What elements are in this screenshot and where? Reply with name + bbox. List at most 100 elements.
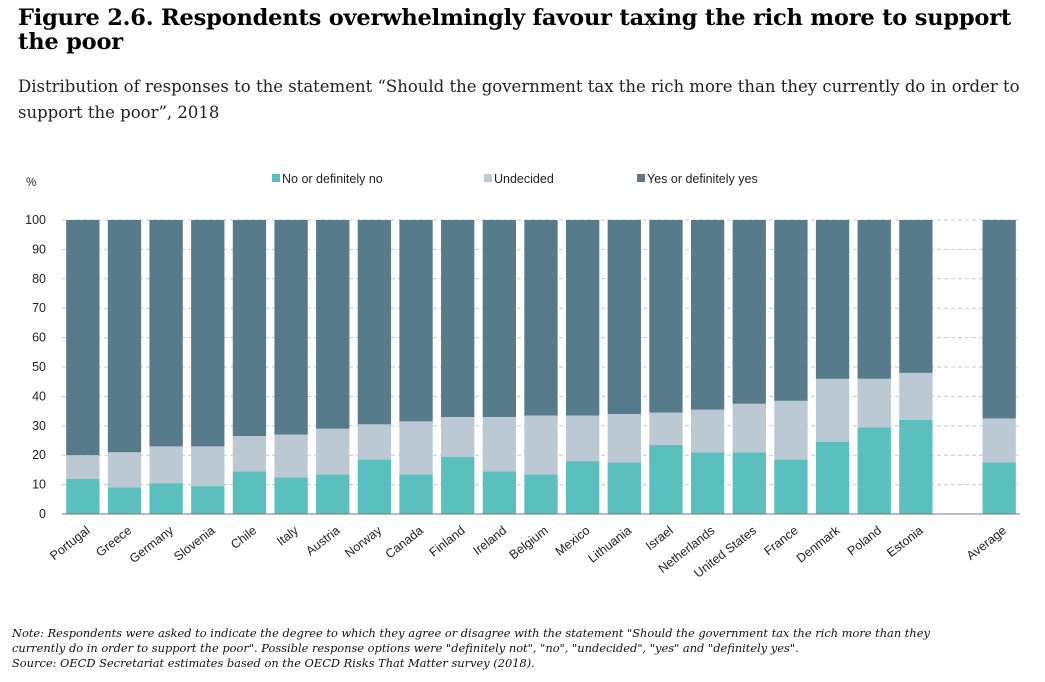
bar-germany-yes	[149, 220, 183, 447]
bar-france-yes	[774, 220, 808, 401]
bar-ireland-undecided	[482, 416, 517, 472]
bar-austria-undecided	[316, 428, 350, 475]
legend-label-yes: Yes or definitely yes	[647, 172, 758, 186]
y-tick-50: 50	[32, 360, 46, 374]
x-tick-austria: Austria	[303, 523, 342, 558]
x-tick-average: Average	[964, 523, 1009, 563]
x-tick-italy: Italy	[274, 523, 301, 549]
bar-finland-yes	[441, 220, 475, 417]
x-tick-belgium: Belgium	[507, 523, 551, 562]
note-line-2: currently do in order to support the poo…	[12, 641, 799, 655]
bar-chile-undecided	[232, 436, 267, 472]
figure-subtitle: Distribution of responses to the stateme…	[18, 77, 1020, 122]
y-tick-70: 70	[32, 301, 46, 315]
bar-austria-yes	[316, 220, 350, 429]
bar-portugal-yes	[66, 220, 100, 456]
bar-israel-yes	[649, 220, 683, 413]
x-tick-chile: Chile	[228, 523, 259, 552]
bar-netherlands-yes	[690, 220, 725, 410]
bar-france-no	[774, 459, 808, 514]
bar-united-states-no	[732, 452, 766, 514]
bar-denmark-yes	[815, 220, 850, 379]
bar-greece-undecided	[107, 452, 142, 488]
bar-mexico-no	[565, 461, 600, 514]
legend-label-undecided: Undecided	[494, 172, 554, 186]
y-tick-40: 40	[32, 389, 46, 403]
bar-netherlands-undecided	[690, 409, 725, 453]
x-tick-lithuania: Lithuania	[586, 523, 635, 565]
x-tick-finland: Finland	[427, 523, 468, 559]
bar-germany-undecided	[149, 446, 183, 484]
bar-poland-no	[857, 427, 891, 514]
bar-canada-yes	[399, 220, 433, 422]
bar-lithuania-yes	[607, 220, 641, 415]
bar-belgium-undecided	[524, 415, 558, 475]
y-tick-80: 80	[32, 272, 46, 286]
y-tick-10: 10	[32, 478, 46, 492]
y-tick-30: 30	[32, 419, 46, 433]
bar-estonia-no	[899, 419, 933, 514]
x-tick-israel: Israel	[643, 523, 676, 553]
x-tick-germany: Germany	[127, 523, 177, 566]
bar-france-undecided	[774, 400, 808, 460]
bar-lithuania-no	[607, 462, 641, 514]
y-tick-90: 90	[32, 242, 46, 256]
legend-label-no: No or definitely no	[282, 172, 383, 186]
bar-greece-yes	[107, 220, 142, 453]
legend-swatch-undecided	[484, 174, 492, 182]
bar-lithuania-undecided	[607, 414, 641, 463]
bar-belgium-yes	[524, 220, 558, 416]
legend-swatch-no	[272, 174, 280, 182]
y-tick-100: 100	[25, 213, 46, 227]
bar-poland-undecided	[857, 378, 891, 428]
bar-poland-yes	[857, 220, 891, 379]
x-tick-slovenia: Slovenia	[171, 523, 217, 564]
bar-finland-no	[441, 456, 475, 514]
x-tick-poland: Poland	[845, 523, 884, 558]
bar-average-no	[982, 462, 1016, 514]
bar-norway-undecided	[357, 424, 392, 460]
bar-greece-no	[107, 487, 142, 514]
bar-canada-no	[399, 474, 433, 514]
x-tick-norway: Norway	[342, 523, 385, 561]
bar-united-states-yes	[732, 220, 766, 404]
x-tick-portugal: Portugal	[47, 523, 92, 563]
bar-israel-no	[649, 444, 683, 514]
bar-estonia-yes	[899, 220, 933, 373]
x-tick-canada: Canada	[383, 523, 426, 561]
source-line: Source: OECD Secretariat estimates based…	[12, 656, 535, 670]
bar-mexico-yes	[565, 220, 600, 416]
bar-slovenia-yes	[191, 220, 225, 447]
bar-portugal-no	[66, 478, 100, 514]
x-tick-denmark: Denmark	[794, 523, 843, 566]
legend-swatch-yes	[637, 174, 645, 182]
bar-belgium-no	[524, 474, 558, 514]
stacked-bar-chart: % No or definitely no Undecided Yes or def…	[25, 172, 1020, 581]
bar-norway-yes	[357, 220, 392, 425]
bar-united-states-undecided	[732, 403, 766, 453]
bar-italy-undecided	[274, 434, 308, 478]
bar-mexico-undecided	[565, 415, 600, 462]
bar-average-undecided	[982, 418, 1016, 463]
bar-netherlands-no	[690, 452, 725, 514]
bar-denmark-undecided	[815, 378, 850, 442]
bar-israel-undecided	[649, 412, 683, 445]
x-tick-ireland: Ireland	[470, 523, 509, 558]
bar-italy-yes	[274, 220, 308, 435]
bar-chile-no	[232, 471, 267, 514]
y-tick-0: 0	[39, 507, 46, 521]
note-line-1: Note: Respondents were asked to indicate…	[12, 626, 930, 640]
bar-slovenia-no	[191, 486, 225, 514]
bar-finland-undecided	[441, 416, 475, 457]
y-tick-labels: 0 10 20 30 40 50 60 70 80 90 100	[25, 213, 46, 521]
bar-denmark-no	[815, 441, 850, 514]
bar-norway-no	[357, 459, 392, 514]
x-tick-estonia: Estonia	[884, 523, 926, 560]
bar-average-yes	[982, 220, 1016, 419]
bar-chile-yes	[232, 220, 267, 437]
bar-ireland-no	[482, 471, 517, 514]
bar-italy-no	[274, 477, 308, 514]
bar-austria-no	[316, 474, 350, 514]
bar-slovenia-undecided	[191, 446, 225, 487]
